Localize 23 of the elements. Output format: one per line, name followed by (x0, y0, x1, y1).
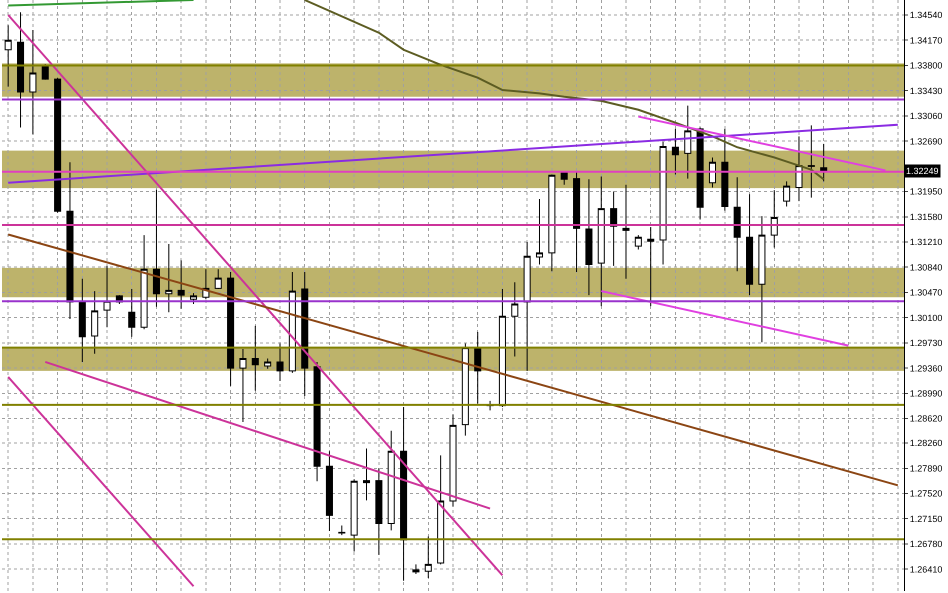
y-tick-label: 1.32690 (910, 136, 942, 146)
y-tick-label: 1.27520 (910, 488, 942, 499)
y-tick-label: 1.27150 (910, 514, 942, 524)
y-tick-label: 1.34170 (910, 35, 942, 46)
y-tick-label: 1.28620 (910, 414, 942, 424)
y-tick-label: 1.30840 (910, 262, 942, 272)
y-tick-label: 1.28260 (910, 438, 942, 448)
y-tick-label: 1.30470 (910, 288, 942, 298)
y-tick-label: 1.33430 (910, 86, 942, 96)
y-tick-label: 1.29360 (910, 363, 942, 374)
y-tick-label: 1.27890 (910, 463, 942, 474)
y-tick-label: 1.28990 (910, 388, 942, 398)
y-tick-label: 1.34540 (910, 10, 942, 20)
y-tick-label: 1.33060 (910, 111, 942, 122)
y-tick-label: 1.29730 (910, 338, 942, 348)
y-tick-label: 1.26410 (910, 564, 942, 574)
y-tick-label: 1.31950 (910, 186, 942, 197)
annotation: 1.32249 (906, 166, 939, 176)
y-tick-label: 1.33800 (910, 60, 942, 71)
y-tick-label: 1.26780 (910, 539, 942, 550)
y-tick-label: 1.30100 (910, 312, 942, 323)
y-tick-label: 1.31210 (910, 237, 942, 248)
y-tick-label: 1.31580 (910, 212, 942, 222)
